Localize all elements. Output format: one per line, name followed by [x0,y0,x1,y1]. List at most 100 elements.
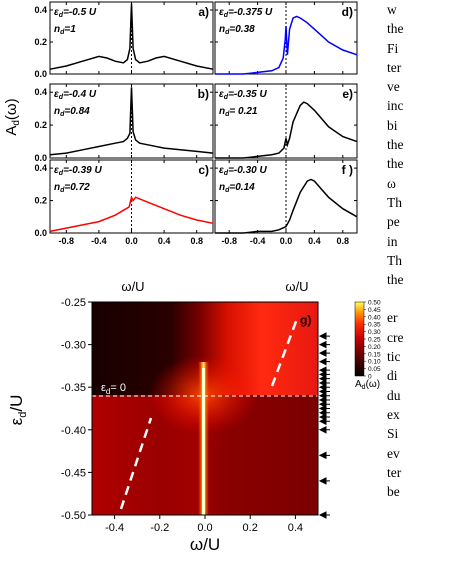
y-tick-label: 0.4 [34,163,47,173]
text-line: ω [387,175,396,191]
eps-annotation: εd=-0.375 U [219,7,273,19]
text-line: in [387,233,398,249]
x-tick-label: 0.4 [158,236,171,246]
panel-label-g: g) [300,313,311,327]
paragraph-gap [387,289,474,308]
body-text-fragment: w the Fi ter ve inc bi the the ω Th pe in Th the er cre t… [387,0,474,571]
y-tick-label: 0.2 [34,120,47,130]
text-line: ter [387,59,402,75]
n-annotation: nd=0.14 [219,182,255,194]
ylabel-top: Ad(ω) [3,98,22,135]
xlabel-left: ω/U [121,279,144,294]
heatmap-peak-core [202,368,205,515]
panel-1: 0.0 0.2 0.4 εd=-0.4 U nd=0.84 b) [34,83,214,163]
x-tick-label: 0.4 [288,522,303,534]
x-tick-label: -0.4 [250,236,266,246]
text-line: the [387,137,404,153]
x-tick-label: -0.2 [150,522,169,534]
colorbar-tick-label: 0.40 [368,314,381,321]
xlabel-g: ω/U [190,535,220,554]
n-annotation: nd=0.72 [54,182,90,194]
eps-arrow [318,340,330,349]
text-line: tic [387,349,401,365]
eps-arrow [318,374,330,383]
eps-arrow [318,408,330,417]
colorbar: 00.050.100.150.200.250.300.350.400.450.5… [354,300,381,391]
colorbar-scale [354,301,365,377]
eps-arrow [318,404,330,413]
y-tick-label: -0.40 [61,425,86,437]
colorbar-tick-label: 0.20 [368,344,381,351]
n-annotation: nd=1 [54,24,76,36]
spectral-curve [49,87,214,156]
dashed-guide-left [119,417,153,510]
y-tick-label: -0.45 [61,467,86,479]
eps-arrow [318,379,330,387]
n-annotation: nd=0.38 [219,24,255,36]
text-line: pe [387,214,400,230]
eps-zero-label: εd= 0 [101,382,126,396]
y-tick-label: 0.2 [34,37,47,47]
eps-arrow [318,383,330,392]
eps-annotation: εd=-0.39 U [54,165,102,177]
eps-arrow [318,357,330,366]
colorbar-tick-label: 0.30 [368,329,381,336]
panel-2: 0.0 0.2 0.4 -0.8 -0.4 0.0 0.4 0.8 εd=-0.39 U nd=0… [34,159,214,246]
x-tick-label: -0.4 [105,522,124,534]
text-line: the [387,156,404,172]
eps-arrow [318,425,330,434]
xlabel-right: ω/U [285,279,308,294]
eps-annotation: εd=-0.4 U [54,89,97,101]
panel-label: e) [342,87,353,101]
y-tick-label: -0.25 [61,297,86,309]
eps-arrow [318,391,330,400]
n-annotation: nd=0.84 [54,106,90,118]
text-line: the [387,21,404,37]
y-tick-label: -0.30 [61,340,86,352]
dashed-guide-right [270,315,300,387]
eps-annotation: εd=-0.30 U [219,165,267,177]
panel-3: εd=-0.375 U nd=0.38 d) [214,1,358,75]
colorbar-title: Ad(ω) [355,379,380,391]
colorbar-tick-label: 0.25 [368,337,381,344]
colorbar-ticks: 00.050.100.150.200.250.300.350.400.450.5… [364,300,381,381]
text-line: bi [387,117,398,133]
eps-annotation: εd=-0.5 U [54,7,97,19]
eps-arrow [318,332,330,340]
panel-label: f ) [342,163,353,177]
text-line: ter [387,464,402,480]
x-tick-label: 0.0 [125,236,138,246]
text-line: inc [387,98,404,114]
figure: Ad(ω) 0.0 0.2 0.4 εd=-0.5 U nd=1 a) 0.0 0.2 0.4 ε… [3,1,381,554]
panel-5: -0.8 -0.4 0.0 0.4 0.8 εd=-0.30 U nd=0.14 f ) [214,159,358,246]
ylabel-g: εd/U [7,395,29,426]
text-line: cre [387,329,404,345]
x-tick-label: 0.2 [243,522,258,534]
text-line: Si [387,426,399,442]
heatmap-ticks: -0.4 -0.2 0.0 0.2 0.4 -0.25 -0.30 -0.35 -0.40 -0.… [61,297,303,534]
x-tick-label: 0.0 [197,522,212,534]
x-tick-label: 0.8 [190,236,203,246]
eps-arrow [318,387,330,396]
line-panels: 0.0 0.2 0.4 εd=-0.5 U nd=1 a) 0.0 0.2 0.4 εd=-0.4… [34,1,358,246]
x-tick-label: -0.8 [221,236,237,246]
text-line: er [387,310,398,326]
x-tick-label: -0.4 [91,236,107,246]
eps-arrow [318,400,330,409]
x-tick-label: 0.0 [280,236,293,246]
text-line: Th [387,252,402,268]
eps-arrow [318,417,330,426]
y-tick-label: -0.35 [61,382,86,394]
y-tick-label: 0.0 [34,153,47,163]
text-line: ev [387,445,400,461]
text-line: ex [387,406,400,422]
eps-annotation: εd=-0.35 U [219,89,267,101]
panel-label: b) [198,87,209,101]
eps-arrow [318,477,330,485]
spectral-curve [215,101,358,159]
panel-label: a) [198,5,209,19]
text-line: be [387,484,400,500]
spectral-curve [49,195,214,233]
colorbar-tick-label: 0.05 [368,366,381,373]
y-tick-label: -0.50 [61,510,86,522]
